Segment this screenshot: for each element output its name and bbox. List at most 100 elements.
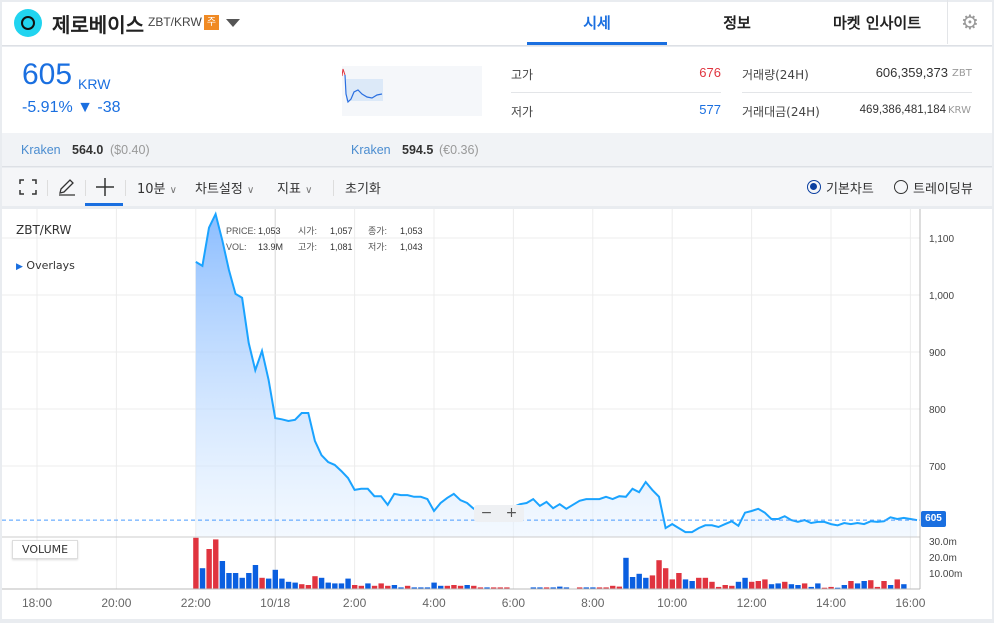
x-tick-label: 4:00 [422,596,446,610]
volume-bar [299,584,305,589]
exchange-price-usd: ($0.40) [110,143,150,157]
mini-sparkline [342,66,482,116]
volume-bar [411,587,417,589]
volume-bar [404,585,411,589]
chart-settings-dropdown[interactable]: 차트설정 ∨ [195,178,254,197]
volume-bar [795,585,801,589]
volume-24h-unit: ZBT [952,68,972,79]
volume-bar [537,587,543,589]
last-price-tag: 605 [921,511,946,527]
legend-label: 시가: [298,226,318,236]
zoom-in-button[interactable]: + [505,505,518,521]
volume-bar [662,568,669,589]
volume-bar [596,587,603,589]
volume-bar [868,580,874,589]
y-tick-label: 900 [929,348,946,359]
exchange-price-eur: (€0.36) [439,143,479,157]
volume-bar [424,587,431,589]
volume-bar [583,587,589,589]
zoom-controls: − + [474,505,524,522]
volume-bar [239,577,245,589]
volume-bar [246,573,252,589]
reset-button[interactable]: 초기화 [345,182,381,197]
legend-value: 1,057 [330,226,353,236]
tradingview-label[interactable]: 트레이딩뷰 [913,182,973,197]
tab-market-insight[interactable]: 마켓 인사이트 [832,14,922,32]
chevron-down-icon: ∨ [246,185,255,196]
volume-bar [332,583,338,589]
ticker-panel [2,47,992,133]
volume-bar [616,586,623,589]
x-tick-label: 22:00 [181,596,211,610]
volume-bar [828,586,834,589]
volume-bar [444,585,451,589]
legend-value: 1,043 [400,242,423,252]
radio-tradingview[interactable] [894,180,908,194]
volume-bar [656,560,662,589]
tab-info[interactable]: 정보 [723,14,751,32]
coin-dropdown-caret-icon[interactable] [226,19,240,27]
volume-bar [563,587,570,589]
radio-basic-chart[interactable] [807,180,821,194]
volume-bar [815,583,821,589]
zoom-out-button[interactable]: − [480,505,493,521]
gear-icon[interactable]: ⚙ [947,0,992,44]
tab-price[interactable]: 시세 [583,14,611,32]
price-change: -5.91% ▼ -38 [22,99,121,116]
volume-bar [226,573,232,589]
volume-bar [689,581,695,589]
volume-bar [715,586,722,589]
volume-bar [762,579,768,589]
exchange-name[interactable]: Kraken [21,143,61,157]
volume-24h-label: 거래량(24H) [742,68,809,82]
volume-bar [391,585,398,589]
y-tick-label: 700 [929,462,946,473]
volume-bar [709,581,715,589]
volume-bar [365,583,371,589]
x-tick-label: 2:00 [343,596,367,610]
exchange-name[interactable]: Kraken [351,143,391,157]
price-chart[interactable]: 18:00 20:00 22:00 10/18 2:00 4:00 6:00 8:00 10:0… [2,209,992,619]
volume-bar [729,585,735,589]
basic-chart-label[interactable]: 기본차트 [826,182,874,197]
legend-label: VOL: [226,242,247,252]
pencil-icon[interactable] [57,177,77,197]
x-tick-label: 6:00 [502,596,526,610]
coin-name: 제로베이스 [52,13,144,37]
volume-bar [841,585,848,589]
volume-bar [457,585,464,589]
volume-bar [305,585,312,589]
volume-bar [398,587,404,589]
volume-label: VOLUME [12,540,79,559]
amount-24h-unit: KRW [948,105,971,116]
interval-dropdown[interactable]: 10분 ∨ [137,178,177,197]
legend-label: 고가: [298,242,318,252]
volume-bar [550,587,556,589]
volume-bar [338,583,345,589]
volume-bar [696,577,702,589]
volume-bar [669,579,675,589]
amount-24h-label: 거래대금(24H) [742,105,820,119]
volume-bar [232,573,239,589]
overlays-toggle[interactable]: ▶ Overlays [16,259,75,272]
chart-canvas[interactable]: 18:00 20:00 22:00 10/18 2:00 4:00 6:00 8:00 10:0… [2,209,992,619]
volume-bar [285,581,292,589]
legend-value: 1,053 [400,226,423,236]
fullscreen-icon[interactable] [19,179,37,195]
legend-value: 1,053 [258,226,281,236]
volume-bar [649,575,656,589]
volume-bar [808,586,814,589]
x-tick-label: 10:00 [657,596,687,610]
volume-bar [894,579,900,589]
volume-bar [636,573,642,589]
y-tick-label: 1,100 [929,234,954,245]
volume-bar [881,581,887,589]
crosshair-icon[interactable] [95,177,115,197]
x-tick-label: 20:00 [101,596,131,610]
high-label: 고가 [511,68,534,82]
divider [85,180,86,196]
indicators-dropdown[interactable]: 지표 ∨ [277,178,312,197]
volume-bar [835,587,841,589]
amount-24h-value: 469,386,481,184 [859,104,946,116]
caution-badge: 주 [204,15,219,30]
